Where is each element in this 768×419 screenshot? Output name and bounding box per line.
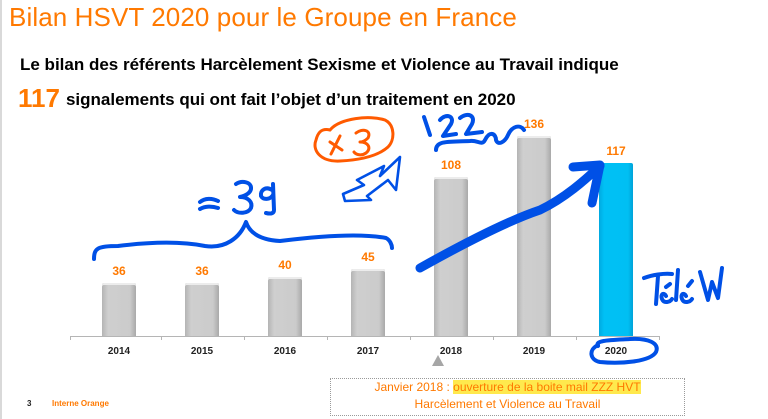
page-number: 3 xyxy=(27,399,32,408)
x-label-2018: 2018 xyxy=(439,346,463,357)
arrow-outline-icon xyxy=(341,155,402,203)
footer-label: Interne Orange xyxy=(52,399,109,408)
axis-tick xyxy=(659,336,660,340)
x-label-2016: 2016 xyxy=(273,346,297,357)
slide-left-border xyxy=(0,0,2,419)
bar-2020 xyxy=(599,163,633,336)
times-three-circle-icon xyxy=(313,116,395,163)
x-axis xyxy=(70,336,660,337)
bar-2016 xyxy=(268,277,302,336)
axis-tick xyxy=(410,336,411,340)
value-label-2018: 108 xyxy=(440,158,462,172)
triangle-marker-icon xyxy=(432,355,444,366)
axis-tick xyxy=(244,336,245,340)
callout-line-1: Janvier 2018 : ouverture de la boite mai… xyxy=(331,379,684,396)
bar-2017 xyxy=(351,269,385,336)
subtitle-line-2: 117 signalements qui ont fait l’objet d’u… xyxy=(18,83,516,114)
axis-tick xyxy=(161,336,162,340)
x-label-2014: 2014 xyxy=(107,346,131,357)
axis-tick xyxy=(70,336,71,340)
approx-icon xyxy=(198,196,220,211)
bar-2019 xyxy=(517,136,551,336)
x-label-2017: 2017 xyxy=(356,346,380,357)
bar-2018 xyxy=(434,177,468,336)
x-label-2015: 2015 xyxy=(190,346,214,357)
bar-2014 xyxy=(102,283,136,336)
annotation-callout: Janvier 2018 : ouverture de la boite mai… xyxy=(330,378,685,416)
bar-2015 xyxy=(185,283,219,336)
subtitle-line-2-text: signalements qui ont fait l’objet d’un t… xyxy=(65,90,516,109)
slide-title: Bilan HSVT 2020 pour le Groupe en France xyxy=(9,2,517,32)
value-label-2015: 36 xyxy=(195,264,209,278)
value-label-2017: 45 xyxy=(361,250,375,264)
highlight-number: 117 xyxy=(18,83,60,113)
callout-prefix: Janvier 2018 : xyxy=(374,380,454,394)
value-label-2020: 117 xyxy=(606,144,626,158)
value-label-2014: 36 xyxy=(112,264,126,278)
x-label-2020: 2020 xyxy=(604,346,628,357)
axis-tick xyxy=(327,336,328,340)
callout-line-2: Harcèlement et Violence au Travail xyxy=(414,397,601,411)
value-label-2016: 40 xyxy=(278,258,292,272)
callout-highlight: ouverture de la boite mail ZZZ HVT xyxy=(453,380,641,394)
axis-tick xyxy=(576,336,577,340)
subtitle-line-1: Le bilan des référents Harcèlement Sexis… xyxy=(20,55,619,74)
value-label-2019: 136 xyxy=(523,117,545,131)
x-label-2019: 2019 xyxy=(522,346,546,357)
axis-tick xyxy=(493,336,494,340)
